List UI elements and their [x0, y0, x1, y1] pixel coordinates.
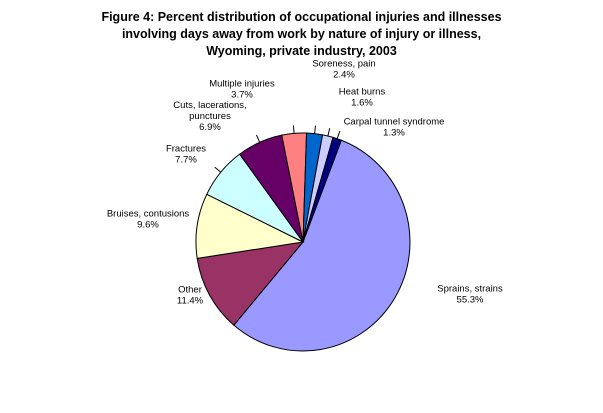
slice-label: Bruises, contusions 9.6% — [107, 209, 190, 231]
leader-line — [214, 166, 222, 173]
slice-label: Fractures 7.7% — [166, 144, 206, 166]
slice-label: Sprains, strains 55.3% — [437, 284, 503, 306]
slice-label-text: Fractures — [166, 144, 206, 155]
slice-value-text: 7.7% — [175, 155, 197, 166]
slice-label: Other 11.4% — [177, 285, 204, 307]
slice-label: Multiple injuries 3.7% — [209, 79, 275, 101]
slice-label: Carpal tunnel syndrome 1.3% — [344, 117, 445, 139]
pie-slice-carpal-tunnel-syndrome — [302, 136, 342, 243]
pie-slice-sprains-strains — [233, 139, 411, 352]
slice-label-text: Soreness, pain — [312, 59, 375, 70]
slice-value-text: 9.6% — [137, 220, 159, 231]
slice-label-text: punctures — [189, 111, 231, 122]
chart-title-line-3: Wyoming, private industry, 2003 — [206, 44, 397, 58]
slice-value-text: 6.9% — [199, 122, 221, 133]
slice-label-text: Bruises, contusions — [107, 209, 190, 220]
leader-line — [314, 125, 316, 134]
slice-value-text: 1.6% — [351, 98, 373, 109]
pie-slice-other — [196, 241, 305, 326]
slice-label: Heat burns 1.6% — [339, 87, 386, 109]
leader-line — [336, 130, 341, 139]
slice-label: Cuts, lacerations, punctures 6.9% — [173, 100, 246, 133]
leader-line — [256, 134, 261, 143]
leader-line — [292, 125, 295, 134]
slice-label-text: Other — [178, 285, 202, 296]
chart-title-line-2: involving days away from work by nature … — [121, 27, 482, 41]
leader-line — [327, 128, 331, 137]
slice-label-text: Carpal tunnel syndrome — [344, 117, 445, 128]
slice-value-text: 2.4% — [333, 70, 355, 81]
slice-label-text: Heat burns — [339, 87, 386, 98]
slice-value-text: 11.4% — [177, 296, 204, 307]
slice-value-text: 55.3% — [457, 295, 484, 306]
slice-label: Soreness, pain 2.4% — [312, 59, 375, 81]
slice-label-text: Cuts, lacerations, — [173, 100, 246, 111]
chart-title: Figure 4: Percent distribution of occupa… — [0, 9, 603, 60]
slice-label-text: Sprains, strains — [437, 284, 503, 295]
slice-value-text: 1.3% — [383, 128, 405, 139]
chart-title-line-1: Figure 4: Percent distribution of occupa… — [101, 10, 502, 24]
slice-label-text: Multiple injuries — [209, 79, 275, 90]
slice-value-text: 3.7% — [231, 90, 253, 101]
